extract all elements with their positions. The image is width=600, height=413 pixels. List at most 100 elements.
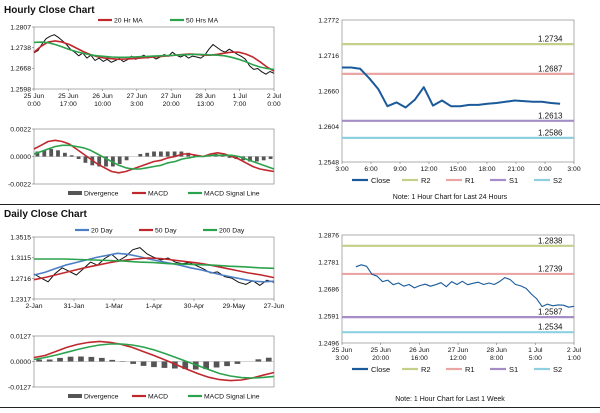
hourly_macd-divergence-bar	[97, 156, 102, 167]
daily_levels-legend-label-close: Close	[371, 365, 390, 374]
daily_price-legend-label-50-day: 50 Day	[155, 228, 177, 235]
hourly_macd-y-tick: 0.0022	[10, 127, 31, 134]
hourly_macd-divergence-bar	[69, 155, 74, 157]
hourly_price-x-tick: 7:00	[233, 101, 246, 108]
daily_levels-level-label-s2: 1.2534	[538, 323, 563, 332]
hourly_levels-legend-label-r2: R2	[421, 176, 431, 185]
section-divider	[0, 204, 600, 205]
hourly_macd-divergence-bar	[138, 154, 143, 157]
hourly_macd-divergence-bar	[145, 152, 150, 157]
daily_price-series-200-day	[34, 258, 275, 270]
hourly_price-legend-label-50-hrs-ma: 50 Hrs MA	[186, 18, 219, 25]
daily_levels-x-tick: 1:00	[567, 355, 580, 362]
daily_macd-divergence-bar	[161, 361, 168, 368]
hourly_levels-x-tick: 6:00	[364, 166, 377, 173]
hourly_macd-legend-label-macd-signal-line: MACD Signal Line	[204, 191, 260, 198]
daily_macd-divergence-bar	[172, 361, 178, 369]
daily_levels-x-tick: 26 Jun	[409, 347, 430, 354]
daily_levels-x-tick: 8:00	[490, 355, 503, 362]
daily_levels-x-tick: 3:00	[335, 355, 348, 362]
daily_levels-legend-label-s2: S2	[553, 365, 562, 374]
hourly_price-x-tick: 3:00	[130, 101, 143, 108]
hourly_levels-x-tick: 9:00	[393, 166, 406, 173]
daily_price-y-tick: 1.2317	[10, 297, 31, 304]
hourly_levels-legend-label-s1: S1	[509, 176, 518, 185]
hourly_macd-divergence-bar	[117, 156, 122, 164]
hourly_price-x-tick: 27 Jun	[127, 93, 148, 100]
daily-levels-chart: 1.2876 1.2781 1.2686 1.2591 1.2496 1.2838 1.27…	[318, 233, 582, 375]
daily_macd-y-tick: 0.0000	[10, 359, 31, 366]
hourly_macd-series-macd-signal-line	[33, 144, 275, 170]
hourly_macd-series-macd	[33, 139, 275, 174]
hourly_levels-x-tick: 15:00	[449, 166, 466, 173]
daily_levels-level-label-r1: 1.2739	[538, 264, 563, 273]
hourly_price-x-tick: 28 Jun	[195, 93, 216, 100]
hourly_price-y-tick: 1.2807	[10, 25, 31, 32]
hourly_levels-x-tick: 12:00	[420, 166, 437, 173]
hourly_macd-divergence-bar	[159, 151, 163, 157]
daily_price-x-tick: 27-Jun	[264, 303, 285, 310]
hourly_levels-y-tick: 1.2716	[318, 53, 339, 60]
hourly_levels-x-tick: 0:00	[538, 166, 551, 173]
hourly_macd-y-tick: -0.0022	[8, 182, 31, 189]
daily_levels-legend-label-r1: R1	[465, 365, 475, 374]
daily_macd-legend-label-divergence: Divergence	[84, 394, 119, 401]
hourly_price-series-close	[33, 34, 275, 75]
daily_levels-y-tick: 1.2686	[318, 287, 339, 294]
daily_levels-level-label-r2: 1.2838	[538, 236, 563, 245]
hourly_price-x-tick: 0:00	[267, 101, 280, 108]
daily_price-x-tick: 30-Apr	[184, 303, 205, 310]
hourly_price-plot-frame	[33, 26, 275, 90]
daily_price-x-tick: 31-Jan	[64, 303, 85, 310]
daily-note: Note: 1 Hour Chart for Last 1 Week	[395, 396, 505, 403]
hourly_levels-y-tick: 1.2548	[318, 160, 339, 167]
daily_levels-level-label-s1: 1.2587	[538, 308, 563, 317]
hourly_price-y-tick: 1.2668	[10, 66, 31, 73]
hourly-section-title: Hourly Close Chart	[4, 5, 95, 16]
hourly_macd-legend-label-macd: MACD	[148, 191, 168, 198]
daily_levels-series-close	[355, 264, 575, 308]
hourly_macd-divergence-bar	[63, 152, 67, 157]
daily_levels-x-tick: 1 Jul	[528, 347, 543, 354]
daily-macd-chart: 0.0127 0.0000 -0.0127 Divergence MACD MACD Si…	[8, 334, 275, 401]
daily-section-title: Daily Close Chart	[4, 209, 87, 220]
daily_price-y-tick: 1.2716	[10, 276, 31, 283]
hourly-macd-chart: 0.0022 0.0000 -0.0022 Divergence MACD MACD Si…	[8, 127, 275, 198]
daily_macd-divergence-bar	[265, 357, 272, 362]
daily_price-series-50-day	[33, 257, 275, 281]
daily_macd-divergence-bar	[36, 359, 42, 362]
daily_macd-divergence-bar	[182, 361, 189, 370]
daily_macd-legend-swatch-divergence	[68, 394, 82, 398]
hourly_levels-legend-label-r1: R1	[465, 176, 475, 185]
hourly_price-series-20-hr-ma	[33, 40, 275, 72]
daily_levels-x-tick: 5:00	[529, 355, 542, 362]
hourly_macd-y-tick: 0.0000	[10, 154, 31, 161]
daily_price-series-close	[33, 247, 275, 286]
hourly_price-x-tick: 13:00	[197, 101, 214, 108]
hourly_levels-y-tick: 1.2604	[318, 124, 339, 131]
hourly-price-chart: 20 Hr MA 50 Hrs MA 1.2807 1.2738 1.2668 1.259…	[10, 18, 281, 109]
hourly_price-x-tick: 25 Jun	[24, 93, 45, 100]
daily_macd-y-tick: 0.0127	[10, 334, 31, 341]
hourly_macd-divergence-bar	[268, 156, 273, 159]
hourly_levels-y-tick: 1.2772	[318, 18, 339, 25]
daily_levels-legend-label-r2: R2	[421, 365, 431, 374]
daily_levels-x-tick: 16:00	[411, 355, 428, 362]
hourly_price-y-tick: 1.2598	[10, 87, 31, 94]
daily_levels-y-tick: 1.2496	[318, 341, 339, 348]
daily_levels-x-tick: 2 Jul	[567, 347, 582, 354]
hourly_macd-divergence-bar	[56, 150, 60, 157]
hourly_price-x-tick: 17:00	[60, 101, 77, 108]
hourly_price-x-tick: 27 Jun	[161, 93, 182, 100]
daily_macd-divergence-bar	[99, 357, 105, 362]
daily_macd-divergence-bar	[46, 359, 53, 362]
daily_macd-divergence-bar	[78, 356, 84, 362]
hourly_price-x-tick: 20:00	[163, 101, 180, 108]
hourly_macd-legend-swatch-divergence	[68, 191, 82, 195]
hourly_price-x-tick: 26 Jun	[92, 93, 113, 100]
daily_macd-divergence-bar	[109, 359, 116, 362]
daily_macd-y-tick: -0.0127	[8, 385, 31, 392]
hourly_macd-divergence-bar	[76, 156, 81, 159]
hourly_price-x-tick: 0:00	[27, 101, 40, 108]
daily_price-x-tick: 2-Jan	[25, 303, 42, 310]
